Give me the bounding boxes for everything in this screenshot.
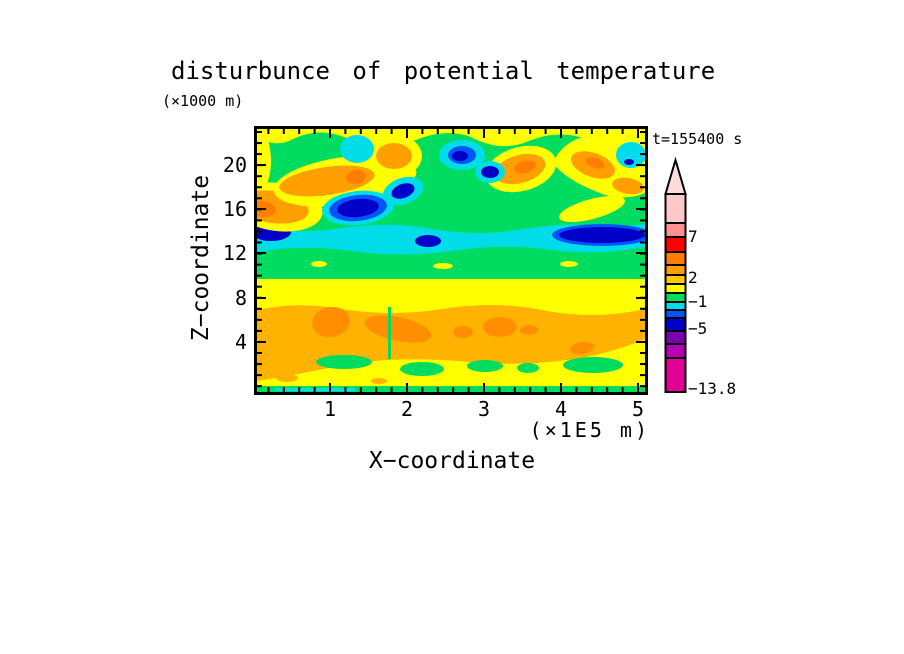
- contour-region: [257, 386, 645, 392]
- colorbar-segment: [664, 222, 687, 238]
- contour-region: [376, 143, 412, 169]
- x-tick-label: 3: [477, 397, 491, 421]
- contour-region: [517, 363, 539, 373]
- contour-region: [257, 224, 645, 255]
- colorbar-segment: [664, 264, 687, 276]
- z-tick-label: 16: [222, 197, 247, 221]
- contour-region: [616, 142, 645, 168]
- contour-region: [624, 159, 634, 165]
- contour-region: [483, 317, 517, 337]
- x-axis-units: (×1E5 m): [529, 418, 650, 442]
- contour-region: [612, 177, 644, 195]
- contour-region: [364, 315, 432, 343]
- colorbar-arrow: [664, 156, 687, 195]
- contour-region: [311, 261, 327, 267]
- contour-region: [340, 135, 374, 163]
- colorbar-segment: [664, 330, 687, 345]
- colorbar-segment: [664, 357, 687, 393]
- colorbar-segment: [664, 292, 687, 303]
- heatmap-plot-frame: [254, 126, 648, 395]
- x-tick-label: 5: [631, 397, 645, 421]
- colorbar-segment: [664, 251, 687, 266]
- contour-region: [467, 360, 503, 372]
- contour-region: [346, 169, 366, 185]
- contour-region: [570, 341, 594, 355]
- contour-region: [452, 151, 468, 161]
- colorbar-label: −5: [688, 319, 708, 338]
- contour-region: [514, 160, 536, 174]
- colorbar-segment: [664, 301, 687, 311]
- contour-region: [481, 166, 499, 178]
- contour-region: [337, 198, 379, 218]
- contour-region: [391, 183, 415, 199]
- z-tick-label: 12: [222, 241, 247, 265]
- contour-region: [559, 195, 625, 223]
- contour-region: [563, 357, 623, 373]
- colorbar-segment: [664, 283, 687, 294]
- contour-region: [585, 157, 605, 169]
- x-tick-label: 4: [554, 397, 568, 421]
- chart-title: disturbunce of potential temperature: [171, 57, 716, 85]
- contour-region: [312, 306, 350, 338]
- z-axis-units: (×1000 m): [162, 92, 244, 110]
- contour-region: [433, 263, 453, 269]
- colorbar-label: −1: [688, 292, 708, 311]
- contour-region: [316, 355, 372, 369]
- contour-region: [400, 362, 444, 376]
- contour-region: [257, 133, 271, 189]
- contour-region: [388, 307, 391, 359]
- contour-region: [559, 227, 645, 243]
- x-tick-label: 2: [400, 397, 414, 421]
- colorbar-segment: [664, 309, 687, 319]
- contour-region: [520, 325, 538, 335]
- colorbar-label: 2: [688, 268, 698, 287]
- colorbar-segment: [664, 274, 687, 285]
- colorbar-label: −13.8: [688, 379, 737, 398]
- colorbar-segment: [664, 236, 687, 253]
- timestamp-label: t=155400 s: [652, 130, 743, 148]
- colorbar-segment: [664, 317, 687, 332]
- colorbar: [664, 156, 687, 393]
- contour-region: [415, 235, 441, 247]
- x-axis-title: X−coordinate: [368, 448, 536, 474]
- z-tick-label: 4: [234, 330, 247, 354]
- contour-region: [276, 374, 298, 382]
- z-tick-label: 8: [234, 286, 247, 310]
- x-tick-label: 1: [323, 397, 337, 421]
- colorbar-segment: [664, 193, 687, 224]
- z-tick-label: 20: [222, 153, 247, 177]
- contour-region: [257, 129, 645, 150]
- contour-region: [560, 261, 578, 267]
- colorbar-segment: [664, 343, 687, 359]
- heatmap-plot: [257, 129, 645, 392]
- contour-region: [371, 378, 387, 384]
- contour-region: [453, 326, 473, 338]
- colorbar-label: 7: [688, 227, 698, 246]
